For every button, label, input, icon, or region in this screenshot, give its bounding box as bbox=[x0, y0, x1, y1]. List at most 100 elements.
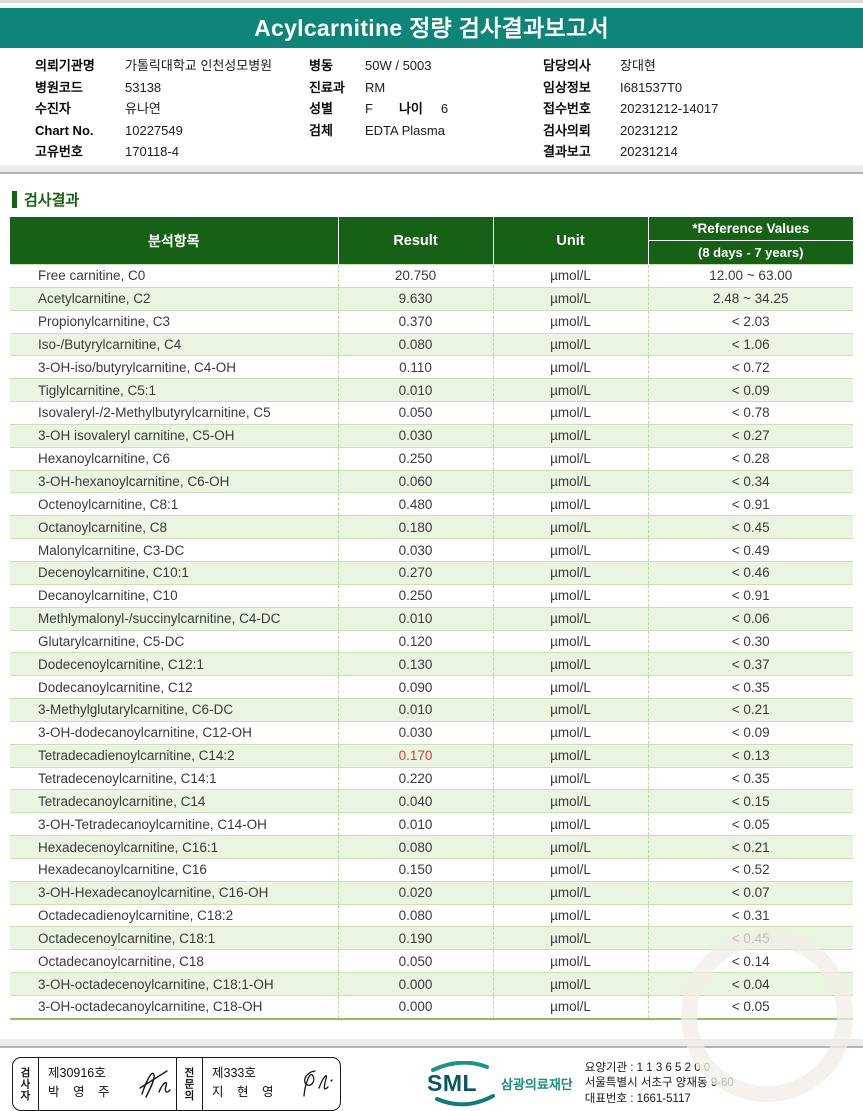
table-row: Free carnitine, C0 20.750 µmol/L 12.00 ~… bbox=[10, 264, 853, 288]
result-value: 0.050 bbox=[337, 401, 493, 425]
col-header-reference-range: (8 days - 7 years) bbox=[647, 240, 853, 265]
lab-phone: 대표번호 : 1661-5117 bbox=[584, 1092, 691, 1105]
patient-info-section: 의뢰기관명 가톨릭대학교 인천성모병원 병원코드 53138 수진자 유나연 C… bbox=[0, 48, 863, 165]
table-row: Acetylcarnitine, C2 9.630 µmol/L 2.48 ~ … bbox=[10, 286, 853, 311]
result-value: 0.060 bbox=[337, 469, 493, 493]
table-row: Tetradecadienoylcarnitine, C14:2 0.170 µ… bbox=[10, 743, 853, 768]
analyte-name: Glutarylcarnitine, C5-DC bbox=[10, 629, 338, 653]
patient-info-row: 검사의뢰 20231212 bbox=[543, 120, 718, 142]
analyte-name: Hexadecenoylcarnitine, C16:1 bbox=[10, 835, 338, 859]
patient-info-row: Chart No. 10227549 bbox=[35, 120, 272, 142]
analyte-name: 3-Methylglutarylcarnitine, C6-DC bbox=[10, 698, 338, 722]
patient-info-row: 검체 EDTA Plasma bbox=[309, 120, 448, 142]
unit-value: µmol/L bbox=[492, 835, 648, 859]
table-row: Octadecenoylcarnitine, C18:1 0.190 µmol/… bbox=[10, 926, 853, 950]
result-value: 0.080 bbox=[337, 332, 493, 356]
field-label: 진료과 bbox=[309, 79, 345, 95]
field-value: 20231214 bbox=[620, 144, 678, 159]
table-row: Propionylcarnitine, C3 0.370 µmol/L < 2.… bbox=[10, 309, 853, 334]
unit-value: µmol/L bbox=[492, 423, 648, 448]
unit-value: µmol/L bbox=[492, 355, 648, 379]
col-header-reference: *Reference Values bbox=[647, 217, 853, 241]
field-label: 병원코드 bbox=[35, 79, 83, 95]
analyte-name: Tetradecenoylcarnitine, C14:1 bbox=[10, 766, 338, 790]
reference-value: < 0.09 bbox=[647, 378, 853, 402]
table-row: Decanoylcarnitine, C10 0.250 µmol/L < 0.… bbox=[10, 583, 853, 608]
result-value: 0.110 bbox=[337, 355, 493, 379]
analyte-name: Isovaleryl-/2-Methylbutyrylcarnitine, C5 bbox=[10, 401, 338, 425]
reference-value: < 0.37 bbox=[647, 652, 853, 676]
analyte-name: Dodecenoylcarnitine, C12:1 bbox=[10, 652, 338, 676]
unit-value: µmol/L bbox=[492, 629, 648, 653]
reference-value: < 0.04 bbox=[647, 972, 853, 996]
unit-value: µmol/L bbox=[492, 857, 648, 882]
reference-value: < 0.91 bbox=[647, 492, 853, 516]
table-row: Iso-/Butyrylcarnitine, C4 0.080 µmol/L <… bbox=[10, 332, 853, 356]
table-row: Hexadecenoylcarnitine, C16:1 0.080 µmol/… bbox=[10, 835, 853, 859]
reference-value: < 0.34 bbox=[647, 469, 853, 493]
field-value-2: 6 bbox=[440, 101, 449, 116]
reference-value: < 0.28 bbox=[647, 446, 853, 471]
table-row: Decenoylcarnitine, C10:1 0.270 µmol/L < … bbox=[10, 560, 853, 585]
result-value: 0.250 bbox=[337, 583, 493, 608]
analyte-name: 3-OH-Hexadecanoylcarnitine, C16-OH bbox=[10, 880, 338, 905]
specialist-license: 제333호 bbox=[212, 1065, 256, 1080]
reference-value: < 0.30 bbox=[647, 629, 853, 653]
field-value: 유나연 bbox=[125, 101, 161, 116]
analyte-name: Tetradecadienoylcarnitine, C14:2 bbox=[10, 743, 338, 768]
result-value: 0.250 bbox=[337, 446, 493, 471]
table-row: 3-OH-octadecanoylcarnitine, C18-OH 0.000… bbox=[10, 994, 853, 1019]
result-value: 0.020 bbox=[337, 880, 493, 905]
field-label: 수진자 bbox=[35, 101, 71, 116]
result-value: 0.030 bbox=[337, 720, 493, 745]
field-value: I681537T0 bbox=[620, 79, 683, 95]
reference-value: < 0.07 bbox=[647, 880, 853, 905]
analyte-name: Decanoylcarnitine, C10 bbox=[10, 583, 338, 608]
unit-value: µmol/L bbox=[492, 469, 648, 493]
analyte-name: Hexanoylcarnitine, C6 bbox=[10, 446, 338, 471]
result-value: 9.630 bbox=[337, 286, 493, 311]
col-header-analyte: 분석항목 bbox=[10, 217, 338, 265]
patient-info-row: 병원코드 53138 bbox=[35, 77, 272, 99]
table-row: Dodecanoylcarnitine, C12 0.090 µmol/L < … bbox=[10, 675, 853, 699]
result-value: 0.010 bbox=[337, 606, 493, 630]
patient-info-row: 고유번호 170118-4 bbox=[35, 141, 272, 163]
result-value: 0.370 bbox=[337, 309, 493, 334]
analyte-name: Free carnitine, C0 bbox=[10, 264, 338, 288]
reference-value: < 0.52 bbox=[647, 857, 853, 882]
field-label: 결과보고 bbox=[543, 144, 591, 159]
analyte-name: 3-OH-dodecanoylcarnitine, C12-OH bbox=[10, 720, 338, 745]
unit-value: µmol/L bbox=[492, 378, 648, 402]
field-value: 53138 bbox=[125, 79, 162, 95]
analyte-name: Malonylcarnitine, C3-DC bbox=[10, 538, 338, 562]
table-row: 3-Methylglutarylcarnitine, C6-DC 0.010 µ… bbox=[10, 698, 853, 722]
table-row: Tetradecenoylcarnitine, C14:1 0.220 µmol… bbox=[10, 766, 853, 790]
reference-value: < 0.09 bbox=[647, 720, 853, 745]
reference-value: < 0.45 bbox=[647, 926, 853, 950]
table-row: Octenoylcarnitine, C8:1 0.480 µmol/L < 0… bbox=[10, 492, 853, 516]
field-label-2: 나이 bbox=[398, 101, 423, 116]
analyte-name: 3-OH-iso/butyrylcarnitine, C4-OH bbox=[10, 355, 338, 379]
unit-value: µmol/L bbox=[492, 949, 648, 973]
unit-value: µmol/L bbox=[492, 812, 648, 836]
patient-info-row: 성별 F 나이 6 bbox=[309, 98, 448, 120]
reference-value: < 0.45 bbox=[647, 515, 853, 539]
reference-value: < 0.13 bbox=[647, 743, 853, 768]
sml-logo-text: SML bbox=[427, 1069, 478, 1096]
table-row: Octadecanoylcarnitine, C18 0.050 µmol/L … bbox=[10, 949, 853, 973]
reference-value: 12.00 ~ 63.00 bbox=[647, 264, 853, 288]
analyte-name: Decenoylcarnitine, C10:1 bbox=[10, 560, 338, 585]
field-label: 의뢰기관명 bbox=[35, 58, 95, 73]
patient-info-row: 담당의사 장대현 bbox=[543, 55, 718, 77]
patient-info-row: 결과보고 20231214 bbox=[543, 141, 718, 163]
result-value: 0.000 bbox=[337, 994, 493, 1019]
unit-value: µmol/L bbox=[492, 401, 648, 425]
field-value: 10227549 bbox=[125, 122, 183, 138]
result-value: 0.080 bbox=[337, 835, 493, 859]
result-value: 0.270 bbox=[337, 560, 493, 585]
result-value: 0.040 bbox=[337, 789, 493, 813]
result-value: 0.220 bbox=[337, 766, 493, 790]
analyte-name: Tiglylcarnitine, C5:1 bbox=[10, 378, 338, 402]
analyte-name: Tetradecanoylcarnitine, C14 bbox=[10, 789, 338, 813]
unit-value: µmol/L bbox=[492, 583, 648, 608]
